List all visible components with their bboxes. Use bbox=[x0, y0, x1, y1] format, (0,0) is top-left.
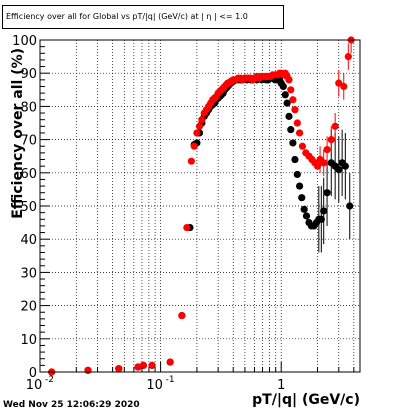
data-point bbox=[320, 207, 328, 215]
data-point bbox=[341, 162, 349, 170]
grid bbox=[40, 40, 360, 372]
data-point bbox=[187, 157, 195, 165]
data-point bbox=[198, 116, 206, 124]
data-point bbox=[331, 122, 339, 130]
data-point bbox=[166, 358, 174, 366]
data-point bbox=[285, 76, 293, 84]
data-point bbox=[148, 361, 156, 369]
data-point bbox=[287, 86, 295, 94]
data-point bbox=[285, 112, 293, 120]
x-tick-exponent: -2 bbox=[45, 375, 54, 385]
data-point bbox=[327, 136, 335, 144]
data-point bbox=[295, 129, 304, 137]
x-tick-exponent: -1 bbox=[166, 375, 175, 385]
data-point bbox=[323, 189, 331, 197]
data-point bbox=[293, 170, 301, 179]
data-point bbox=[293, 119, 301, 127]
data-point bbox=[115, 365, 123, 373]
data-point bbox=[287, 126, 295, 134]
data-point bbox=[289, 139, 297, 147]
x-tick-label: 1 bbox=[277, 378, 285, 393]
y-tick-label: 70 bbox=[20, 134, 37, 149]
data-point bbox=[323, 145, 331, 154]
y-tick-label: 20 bbox=[20, 300, 37, 315]
data-point bbox=[298, 194, 306, 202]
data-point bbox=[190, 142, 198, 150]
y-tick-label: 40 bbox=[20, 233, 37, 248]
y-tick-label: 100 bbox=[12, 34, 37, 49]
y-tick-label: 60 bbox=[20, 167, 37, 182]
data-point bbox=[346, 202, 354, 210]
data-point bbox=[291, 106, 299, 114]
data-point bbox=[281, 91, 289, 99]
data-point bbox=[295, 182, 304, 190]
series-1 bbox=[48, 36, 355, 376]
data-point bbox=[300, 205, 308, 213]
data-point bbox=[139, 361, 148, 369]
y-tick-label: 30 bbox=[20, 266, 37, 281]
data-point bbox=[313, 162, 322, 170]
y-tick-label: 0 bbox=[29, 366, 37, 381]
y-tick-label: 10 bbox=[20, 333, 37, 348]
data-point bbox=[320, 159, 328, 167]
series bbox=[48, 36, 355, 376]
timestamp: Wed Nov 25 12:06:29 2020 bbox=[3, 400, 140, 410]
data-point bbox=[289, 96, 297, 104]
axis-ticks bbox=[39, 39, 355, 373]
data-point bbox=[283, 99, 291, 107]
chart-title: Efficiency over all for Global vs pT/|q|… bbox=[2, 5, 284, 29]
y-tick-label: 80 bbox=[20, 100, 37, 115]
data-point bbox=[195, 122, 204, 130]
data-point bbox=[291, 155, 299, 164]
data-point bbox=[317, 215, 325, 223]
x-tick-label: 10 bbox=[26, 378, 43, 393]
data-point bbox=[178, 311, 186, 320]
y-tick-label: 50 bbox=[20, 200, 37, 215]
data-point bbox=[193, 129, 201, 137]
data-point bbox=[344, 53, 352, 61]
x-axis-title: pT/|q| (GeV/c) bbox=[252, 392, 360, 408]
data-point bbox=[183, 223, 191, 232]
data-point bbox=[335, 165, 343, 174]
x-tick-label: 10 bbox=[146, 378, 163, 393]
y-tick-label: 90 bbox=[20, 67, 37, 82]
data-point bbox=[279, 82, 287, 91]
data-point bbox=[302, 212, 311, 220]
data-point bbox=[340, 82, 348, 91]
data-point bbox=[84, 366, 92, 374]
data-point bbox=[298, 142, 307, 150]
y-axis-title: Efficiency over all (%) bbox=[10, 48, 26, 219]
